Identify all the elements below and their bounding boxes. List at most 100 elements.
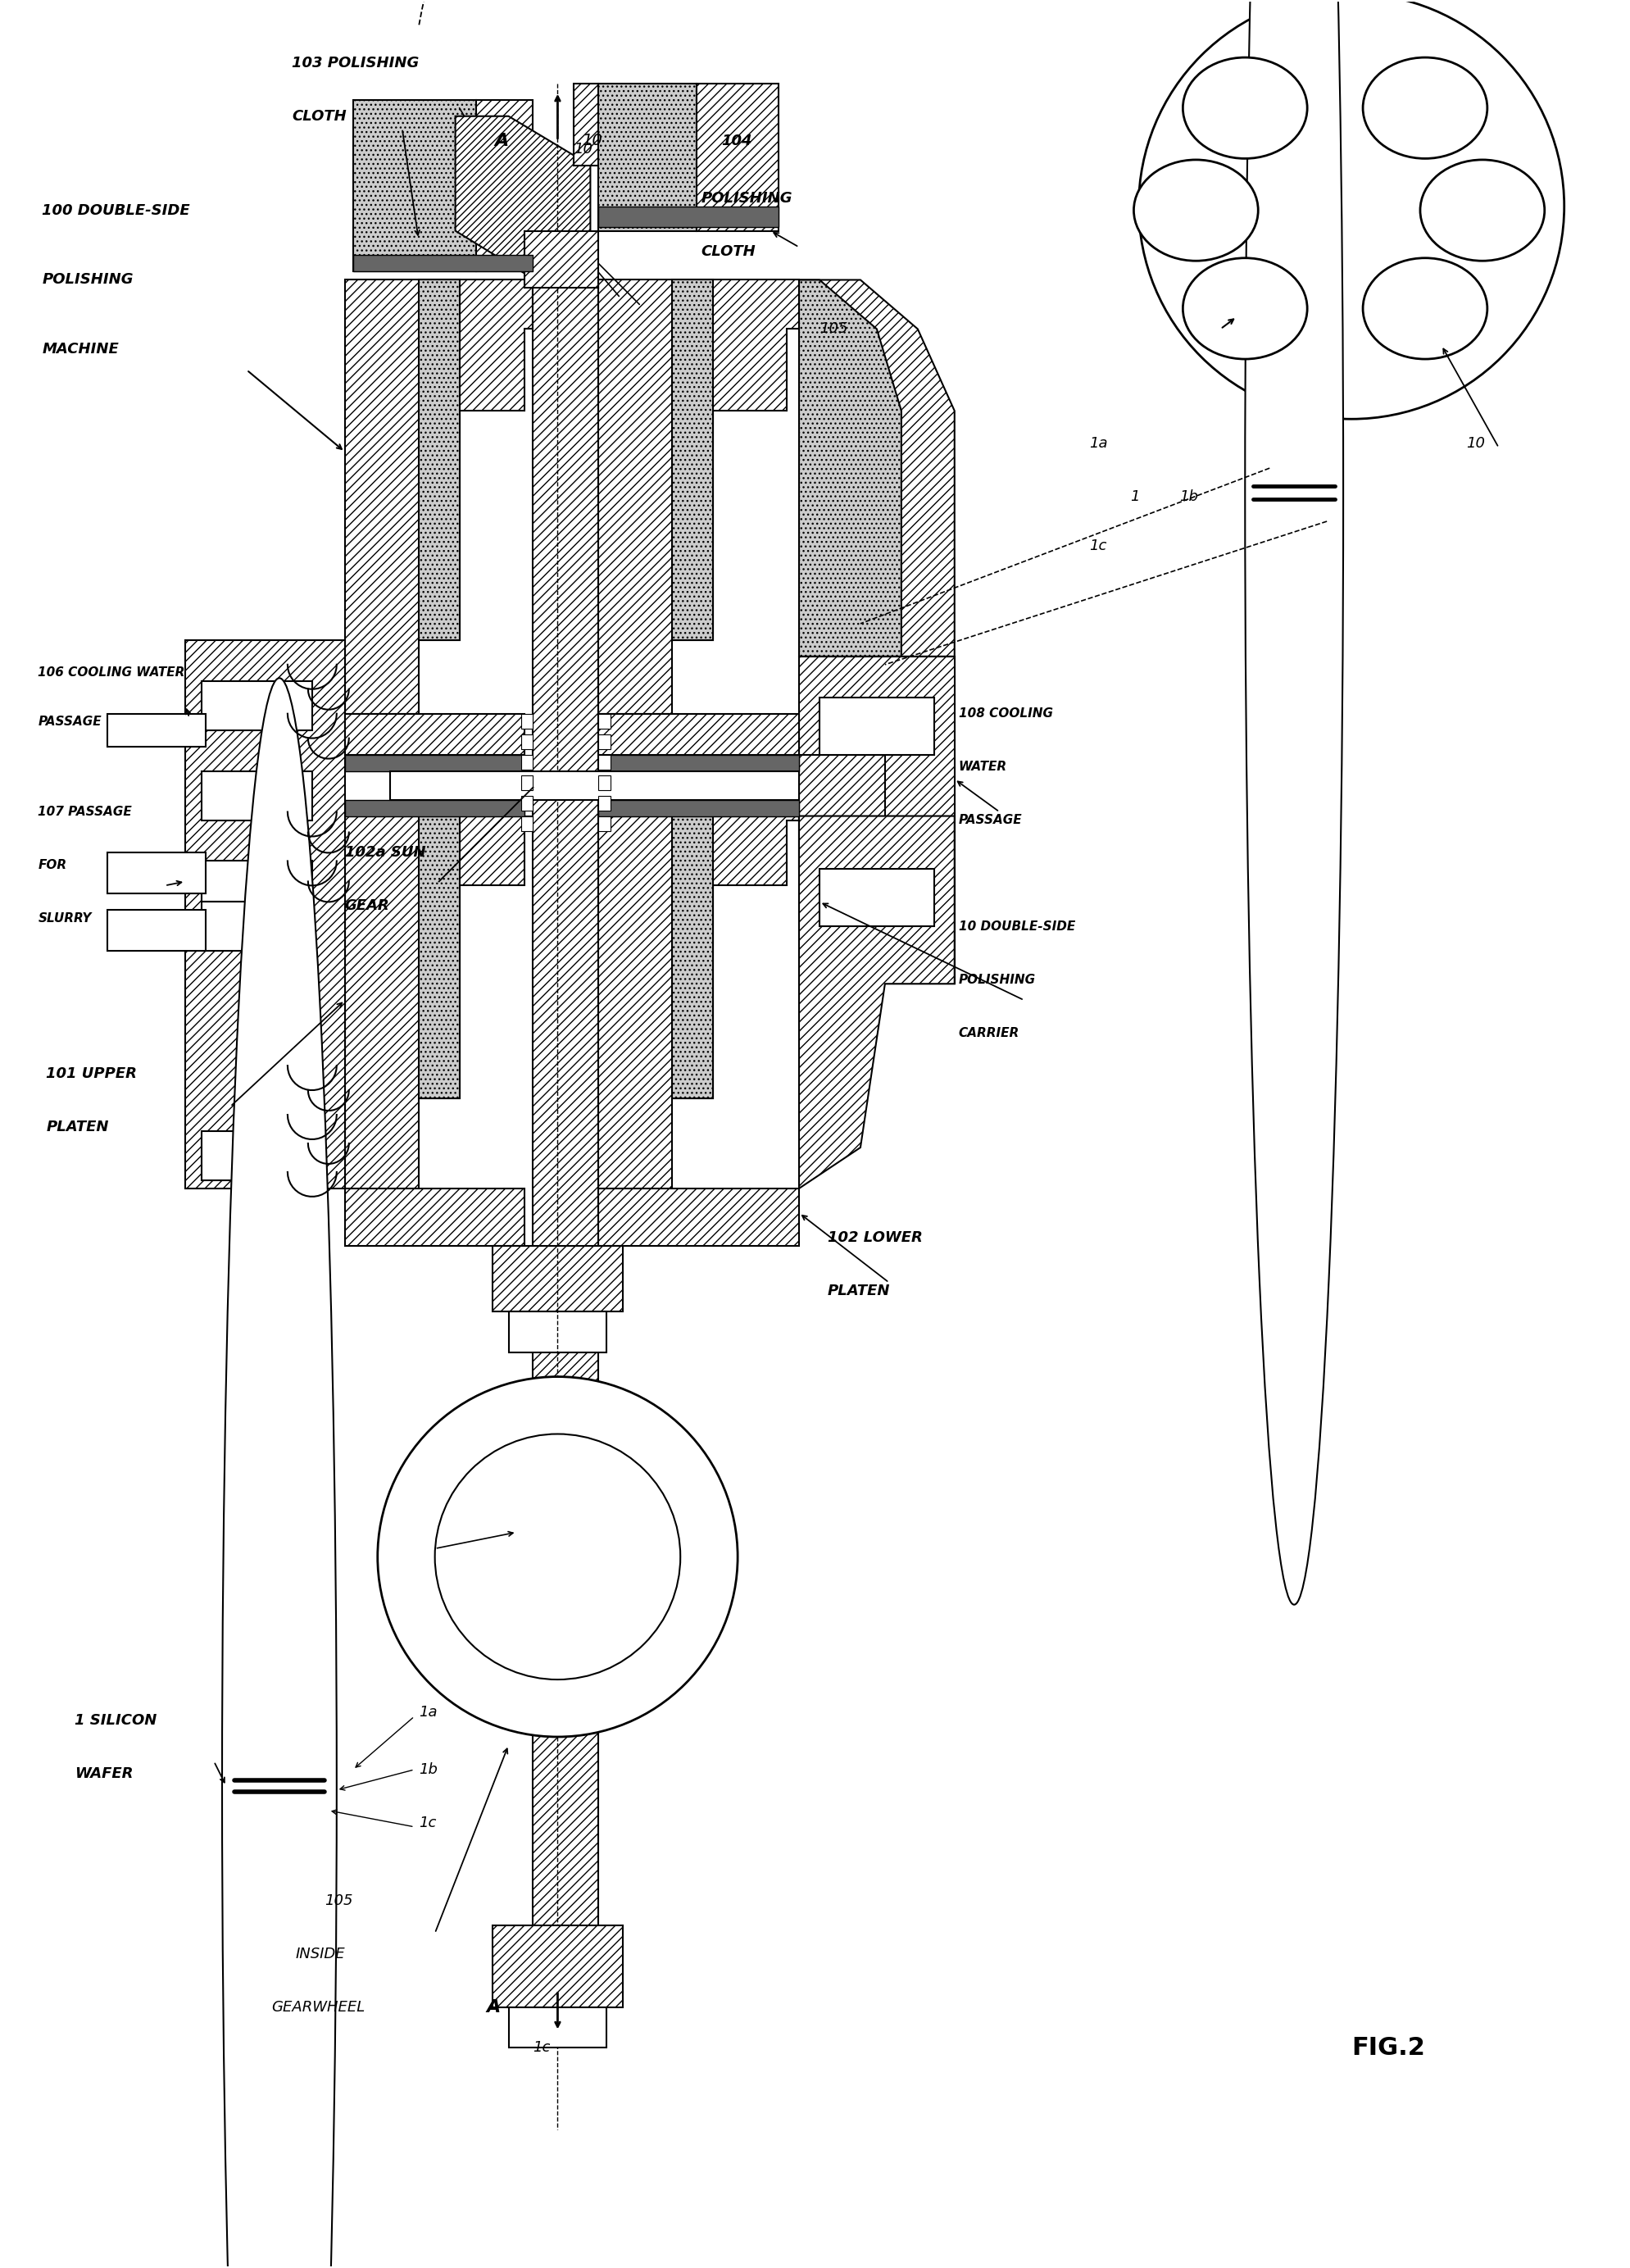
Text: SLURRY: SLURRY: [37, 912, 91, 925]
Text: 105: 105: [820, 322, 848, 336]
Text: WATER: WATER: [958, 760, 1007, 773]
Text: FOR: FOR: [37, 860, 67, 871]
Bar: [522, 714, 533, 728]
Polygon shape: [672, 816, 712, 1098]
Bar: [598, 776, 611, 789]
Text: 10: 10: [1465, 435, 1485, 451]
Polygon shape: [476, 100, 533, 272]
Text: PASSAGE: PASSAGE: [37, 717, 101, 728]
Text: 1: 1: [1131, 490, 1139, 503]
Bar: [522, 755, 533, 769]
Text: PLATEN: PLATEN: [46, 1120, 109, 1134]
Bar: [522, 735, 533, 748]
Text: 105: 105: [324, 1894, 352, 1907]
Text: WAFER: WAFER: [75, 1767, 134, 1780]
Bar: [522, 796, 533, 810]
Bar: [354, 256, 533, 272]
Polygon shape: [419, 816, 460, 1098]
Text: 10: 10: [574, 141, 593, 156]
Polygon shape: [354, 100, 476, 272]
Bar: [202, 771, 311, 821]
Circle shape: [378, 1377, 738, 1737]
Bar: [346, 714, 525, 755]
Text: 1c: 1c: [1089, 538, 1107, 553]
Polygon shape: [799, 279, 901, 655]
Text: 102a SUN: 102a SUN: [346, 846, 425, 860]
Text: 1c: 1c: [419, 1814, 435, 1830]
Text: GEARWHEEL: GEARWHEEL: [271, 2000, 365, 2014]
Ellipse shape: [1183, 57, 1307, 159]
Text: POLISHING: POLISHING: [958, 973, 1035, 987]
Bar: [346, 801, 525, 816]
Bar: [108, 853, 205, 894]
Polygon shape: [799, 279, 955, 655]
Bar: [598, 796, 611, 810]
Bar: [598, 816, 611, 830]
Polygon shape: [598, 816, 799, 1188]
Bar: [522, 776, 533, 789]
Bar: [799, 655, 955, 984]
Circle shape: [1139, 0, 1565, 420]
Polygon shape: [346, 279, 533, 714]
Polygon shape: [799, 816, 955, 1188]
Bar: [820, 869, 934, 928]
Text: 10 DOUBLE-SIDE: 10 DOUBLE-SIDE: [958, 921, 1076, 932]
Bar: [509, 2007, 606, 2048]
Bar: [598, 714, 799, 755]
Text: 10: 10: [582, 134, 603, 147]
Ellipse shape: [1134, 159, 1258, 261]
Text: GEAR: GEAR: [346, 898, 390, 914]
Ellipse shape: [222, 678, 337, 2268]
Bar: [533, 279, 598, 2007]
Polygon shape: [525, 231, 598, 288]
Bar: [202, 1132, 311, 1179]
Text: PASSAGE: PASSAGE: [958, 814, 1022, 826]
Polygon shape: [574, 84, 598, 166]
Bar: [598, 1188, 799, 1245]
Text: A: A: [494, 132, 509, 150]
Bar: [598, 714, 611, 728]
Bar: [598, 755, 611, 769]
Text: CARRIER: CARRIER: [958, 1027, 1019, 1039]
Ellipse shape: [1363, 57, 1487, 159]
Text: INSIDE: INSIDE: [295, 1946, 346, 1962]
Text: 101 UPPER: 101 UPPER: [46, 1066, 137, 1082]
Bar: [820, 696, 934, 755]
Text: 1a: 1a: [419, 1706, 437, 1719]
Bar: [390, 771, 799, 801]
Bar: [492, 1245, 623, 1311]
Bar: [186, 640, 346, 1188]
Text: CLOTH: CLOTH: [292, 109, 346, 122]
Text: POLISHING: POLISHING: [42, 272, 134, 288]
Ellipse shape: [1183, 259, 1307, 358]
Text: 1a: 1a: [1089, 435, 1108, 451]
Bar: [202, 680, 311, 730]
Text: 1b: 1b: [1180, 490, 1198, 503]
Text: 100 DOUBLE-SIDE: 100 DOUBLE-SIDE: [42, 202, 191, 218]
Bar: [346, 755, 525, 771]
Polygon shape: [346, 816, 533, 1188]
Text: POLISHING: POLISHING: [701, 191, 792, 206]
Bar: [509, 1311, 606, 1352]
Text: 107 PASSAGE: 107 PASSAGE: [37, 805, 132, 819]
Text: 104: 104: [722, 134, 751, 147]
Text: 102 LOWER: 102 LOWER: [828, 1229, 923, 1245]
Text: A: A: [486, 1998, 500, 2016]
Polygon shape: [419, 279, 460, 640]
Polygon shape: [598, 279, 799, 714]
Circle shape: [435, 1433, 680, 1681]
Text: 103 POLISHING: 103 POLISHING: [292, 57, 419, 70]
Bar: [598, 801, 799, 816]
Bar: [108, 714, 205, 746]
Text: 1c: 1c: [533, 2041, 549, 2055]
Bar: [346, 1188, 525, 1245]
Text: 1b: 1b: [419, 1762, 437, 1776]
Text: 108 COOLING: 108 COOLING: [958, 708, 1053, 719]
Ellipse shape: [1245, 0, 1343, 1606]
Ellipse shape: [1420, 159, 1545, 261]
Polygon shape: [672, 279, 712, 640]
Bar: [492, 1926, 623, 2007]
Text: PLATEN: PLATEN: [828, 1284, 890, 1297]
Bar: [598, 206, 779, 227]
Bar: [799, 755, 885, 869]
